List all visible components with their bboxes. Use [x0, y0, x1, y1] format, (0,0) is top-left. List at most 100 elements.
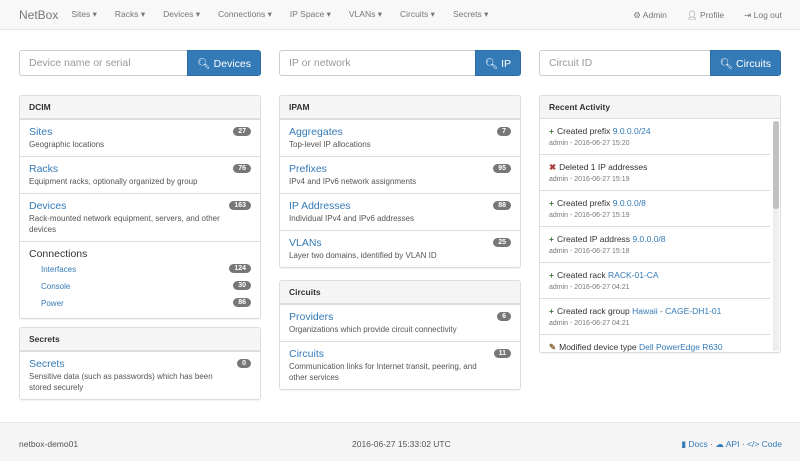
action-icon: +	[549, 198, 554, 208]
activity-item: + Created prefix 9.0.0.0/8 admin - 2016-06…	[540, 190, 770, 226]
logout-link[interactable]: ⇥ Log out	[744, 10, 782, 21]
activity-meta: admin - 2016-06-27 15:18	[549, 248, 630, 255]
power-link[interactable]: Power 86	[29, 295, 251, 312]
action-icon: +	[549, 306, 554, 316]
list-item: Providers Organizations which provide cir…	[280, 304, 520, 341]
activity-action: Created prefix	[556, 198, 611, 208]
activity-meta: admin - 2016-06-27 15:19	[549, 212, 630, 219]
gear-icon: ⚙	[633, 9, 643, 20]
nav-ip-space[interactable]: IP Space ▾	[289, 9, 331, 19]
device-search: 🔍︎ Devices	[19, 50, 261, 76]
providers-link[interactable]: Providers	[289, 311, 334, 323]
admin-link[interactable]: ⚙ Admin	[633, 10, 667, 21]
circuits-link[interactable]: Circuits	[289, 348, 325, 360]
action-icon: +	[549, 126, 554, 136]
activity-item: + Created rack RACK-01-CA admin - 2016-06-…	[540, 262, 770, 298]
activity-message: + Created IP address 9.0.0.0/8	[549, 233, 761, 246]
item-desc: Top-level IP allocations	[289, 140, 371, 149]
circuit-search-input[interactable]	[539, 50, 710, 76]
activity-item: + Created IP address 9.0.0.0/8 admin - 201…	[540, 226, 770, 262]
list-item: IP Addresses Individual IPv4 and IPv6 add…	[280, 193, 520, 230]
scrollbar-thumb[interactable]	[773, 121, 779, 209]
activity-object-link[interactable]: 9.0.0.0/8	[632, 234, 666, 244]
panel-title: Secrets	[20, 328, 260, 351]
nav-devices[interactable]: Devices ▾	[163, 9, 201, 19]
racks-link[interactable]: Racks	[29, 163, 59, 175]
vlans-link[interactable]: VLANs	[289, 237, 322, 249]
activity-message: ✖ Deleted 1 IP addresses	[549, 161, 761, 174]
list-item: Sites Geographic locations 27	[20, 119, 260, 156]
activity-action: Created IP address	[556, 234, 631, 244]
profile-label: Profile	[700, 9, 725, 20]
secrets-panel: Secrets Secrets Sensitive data (such as p…	[19, 327, 261, 400]
device-search-button[interactable]: 🔍︎ Devices	[187, 50, 261, 76]
list-item: Racks Equipment racks, optionally organiz…	[20, 156, 260, 193]
list-item: Devices Rack-mounted network equipment, s…	[20, 193, 260, 241]
ip-addresses-link[interactable]: IP Addresses	[289, 200, 351, 212]
activity-action: Created rack group	[556, 306, 630, 316]
profile-link[interactable]: 👤︎ Profile	[687, 10, 724, 21]
button-label: IP	[501, 57, 511, 70]
count-badge: 88	[493, 201, 511, 210]
sub-label: Console	[41, 282, 71, 291]
ip-search-input[interactable]	[279, 50, 475, 76]
nav-secrets[interactable]: Secrets ▾	[452, 9, 489, 19]
secrets-link[interactable]: Secrets	[29, 358, 65, 370]
item-desc: Rack-mounted network equipment, servers,…	[29, 214, 220, 234]
nav-connections[interactable]: Connections ▾	[218, 9, 272, 19]
api-link[interactable]: ☁ API	[715, 439, 739, 449]
nav-racks[interactable]: Racks ▾	[114, 9, 146, 19]
list-item: Secrets Sensitive data (such as passwords…	[20, 351, 260, 399]
docs-link[interactable]: ▮ Docs	[681, 439, 707, 449]
code-link[interactable]: </> Code	[747, 439, 782, 449]
code-label: Code	[761, 439, 782, 449]
prefixes-link[interactable]: Prefixes	[289, 163, 327, 175]
scrollbar[interactable]	[773, 121, 779, 351]
activity-meta: admin - 2016-06-27 04:21	[549, 284, 630, 291]
button-label: Devices	[213, 57, 251, 70]
activity-object-link[interactable]: Dell PowerEdge R630	[639, 342, 723, 352]
list-item: VLANs Layer two domains, identified by VL…	[280, 230, 520, 267]
api-label: API	[725, 439, 740, 449]
docs-label: Docs	[688, 439, 708, 449]
devices-link[interactable]: Devices	[29, 200, 67, 212]
nav-circuits[interactable]: Circuits ▾	[399, 9, 435, 19]
server-time: 2016-06-27 15:33:02 UTC	[352, 439, 451, 449]
item-desc: Sensitive data (such as passwords) which…	[29, 372, 213, 392]
recent-activity-panel: Recent Activity + Created prefix 9.0.0.0/…	[539, 95, 781, 353]
sub-label: Power	[41, 299, 64, 308]
ip-search-button[interactable]: 🔍︎ IP	[474, 50, 521, 76]
activity-object-link[interactable]: 9.0.0.0/24	[612, 126, 651, 136]
activity-object-link[interactable]: 9.0.0.0/8	[612, 198, 646, 208]
ip-search: 🔍︎ IP	[279, 50, 521, 76]
sites-link[interactable]: Sites	[29, 126, 53, 138]
user-icon: 👤︎	[686, 9, 701, 20]
list-item: Aggregates Top-level IP allocations 7	[280, 119, 520, 156]
panel-title: Recent Activity	[540, 96, 780, 119]
circuit-search: 🔍︎ Circuits	[539, 50, 781, 76]
device-search-input[interactable]	[19, 50, 188, 76]
circuit-search-button[interactable]: 🔍︎ Circuits	[709, 50, 781, 76]
sub-label: Interfaces	[41, 265, 77, 274]
item-desc: Layer two domains, identified by VLAN ID	[289, 251, 437, 260]
activity-list: + Created prefix 9.0.0.0/24 admin - 2016-0…	[540, 119, 780, 352]
search-icon: 🔍︎	[719, 57, 736, 70]
item-desc: Geographic locations	[29, 140, 105, 149]
count-badge: 30	[233, 281, 251, 290]
activity-meta: admin - 2016-06-27 04:21	[549, 320, 630, 327]
button-label: Circuits	[735, 57, 771, 70]
activity-object-link[interactable]: Hawaii - CAGE-DH1-01	[632, 306, 722, 316]
panel-title: DCIM	[20, 96, 260, 119]
interfaces-link[interactable]: Interfaces 124	[29, 261, 251, 278]
nav-vlans[interactable]: VLANs ▾	[348, 9, 382, 19]
navbar: NetBox Sites ▾ Racks ▾ Devices ▾ Connect…	[0, 0, 800, 30]
count-badge: 7	[497, 127, 511, 136]
activity-object-link[interactable]: RACK-01-CA	[608, 270, 659, 280]
list-item: Circuits Communication links for Internet…	[280, 341, 520, 389]
console-link[interactable]: Console 30	[29, 278, 251, 295]
brand-logo[interactable]: NetBox	[19, 7, 59, 22]
aggregates-link[interactable]: Aggregates	[289, 126, 343, 138]
count-badge: 6	[497, 312, 511, 321]
book-icon: ▮	[681, 439, 689, 449]
nav-sites[interactable]: Sites ▾	[71, 9, 97, 19]
